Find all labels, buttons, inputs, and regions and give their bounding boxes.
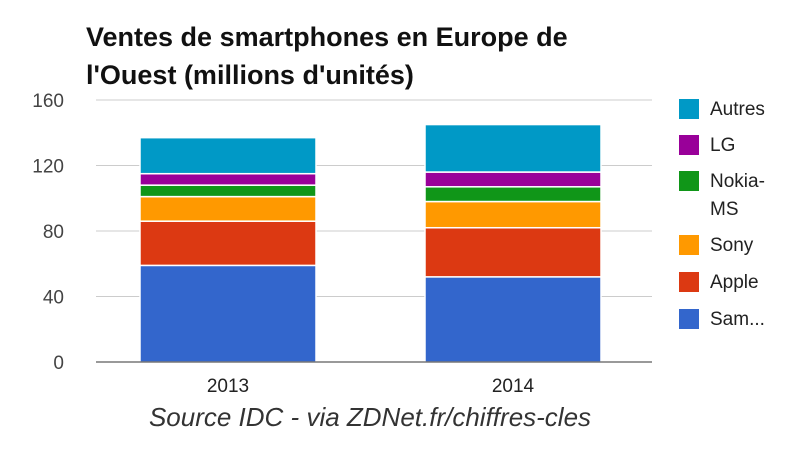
y-tick-label: 0 xyxy=(53,353,64,374)
chart-title-line-2: l'Ouest (millions d'unités) xyxy=(86,60,414,90)
bar-segment xyxy=(424,200,602,229)
bar-segment xyxy=(139,172,317,186)
bar-segment xyxy=(139,136,317,175)
y-tick-label: 80 xyxy=(43,222,64,243)
legend-swatch xyxy=(679,99,699,119)
x-tick-label: 2013 xyxy=(207,376,249,397)
chart-title: Ventes de smartphones en Europe de l'Oue… xyxy=(86,18,646,94)
bar-segment xyxy=(424,171,602,188)
bar-segment xyxy=(424,276,602,363)
legend-label: Sony xyxy=(710,235,754,256)
y-tick-label: 40 xyxy=(43,288,64,309)
bar-segment xyxy=(139,220,317,267)
bar-segment xyxy=(139,264,317,363)
bar-segment xyxy=(139,184,317,198)
legend-label: Sam... xyxy=(710,309,765,330)
chart-title-line-1: Ventes de smartphones en Europe de xyxy=(86,22,568,52)
x-tick-label: 2014 xyxy=(492,376,535,397)
legend-swatch xyxy=(679,272,699,292)
bars xyxy=(139,123,602,363)
y-tick-label: 160 xyxy=(32,91,64,112)
bar-segment xyxy=(139,195,317,222)
legend-label: Autres xyxy=(710,99,765,120)
bar-segment xyxy=(424,226,602,278)
legend-label: Nokia-MS xyxy=(710,171,765,220)
bar-segment xyxy=(424,186,602,203)
legend: Autres LG Nokia-MS Sony Apple Sam... xyxy=(679,99,765,330)
legend-label: Apple xyxy=(710,272,759,293)
legend-swatch xyxy=(679,135,699,155)
bar-segment xyxy=(424,123,602,173)
y-tick-label: 120 xyxy=(32,157,64,178)
legend-swatch xyxy=(679,171,699,191)
legend-label: LG xyxy=(710,135,735,156)
legend-swatch xyxy=(679,235,699,255)
source-caption: Source IDC - via ZDNet.fr/chiffres-cles xyxy=(148,402,592,432)
axes: 0 40 80 120 160 2013 2014 xyxy=(32,91,652,397)
legend-swatch xyxy=(679,309,699,329)
